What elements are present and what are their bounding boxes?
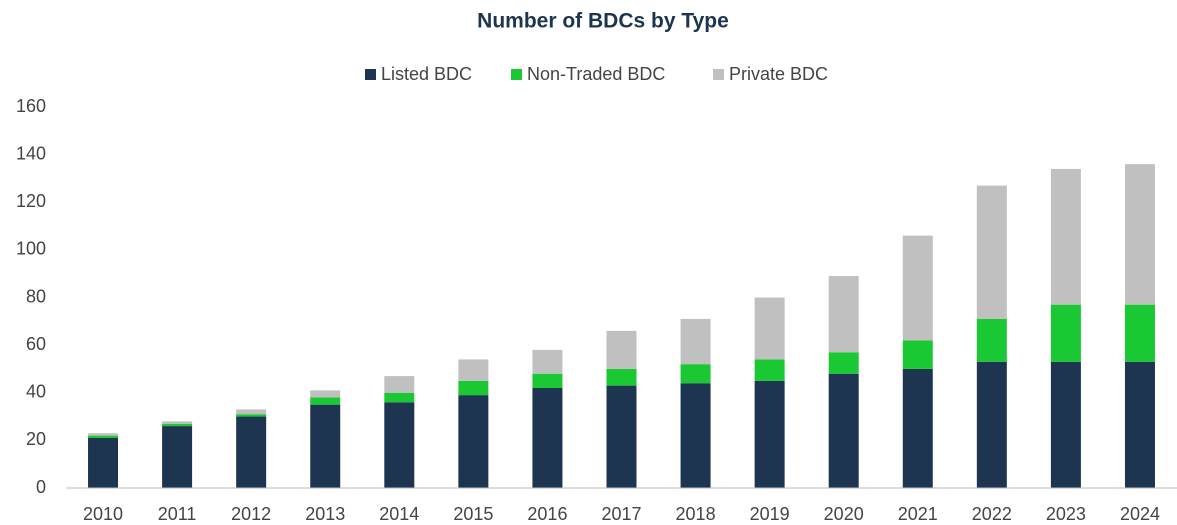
bar-segment [532,373,563,388]
x-tick-label: 2014 [379,504,419,524]
bar-segment [828,352,859,374]
legend-label: Listed BDC [381,64,472,84]
bar-segment [236,414,267,417]
bar-segment [458,380,489,396]
bar-segment [606,330,637,369]
bar-segment [754,297,785,360]
bar-segment [976,361,1007,488]
y-tick-label: 160 [16,96,46,116]
bar-segment [902,340,933,369]
bar-segment [88,435,119,438]
y-tick-label: 40 [26,382,46,402]
legend-label: Private BDC [729,64,828,84]
legend-swatch [365,69,376,80]
y-tick-label: 140 [16,143,46,163]
x-tick-label: 2013 [305,504,345,524]
bar-segment [384,402,415,488]
y-tick-label: 100 [16,239,46,259]
y-tick-label: 80 [26,286,46,306]
x-tick-label: 2016 [527,504,567,524]
bar-segment [1050,361,1081,488]
bar-segment [1124,304,1155,362]
x-tick-label: 2010 [83,504,123,524]
bar-segment [1124,361,1155,488]
bar-segment [532,349,563,374]
bar-segment [162,426,193,488]
bar-segment [680,318,711,365]
x-tick-label: 2012 [231,504,271,524]
chart-title: Number of BDCs by Type [477,10,729,33]
bar-segment [162,421,193,424]
bar-segment [236,416,267,488]
bar-segment [828,373,859,488]
bar-segment [680,364,711,384]
bar-segment [902,235,933,341]
bar-segment [754,359,785,381]
legend-swatch [713,69,724,80]
bar-segment [532,387,563,488]
bar-segment [310,404,341,488]
x-tick-label: 2017 [601,504,641,524]
x-tick-label: 2022 [972,504,1012,524]
x-tick-label: 2024 [1120,504,1160,524]
y-tick-label: 0 [36,477,46,497]
bar-segment [1124,164,1155,305]
bar-segment [606,385,637,488]
x-tick-label: 2011 [158,504,197,524]
bar-segment [754,380,785,488]
bar-segment [976,318,1007,362]
bar-segment [310,390,341,398]
x-tick-label: 2023 [1046,504,1086,524]
x-tick-label: 2015 [453,504,493,524]
x-tick-label: 2019 [750,504,790,524]
x-tick-label: 2021 [898,504,938,524]
bar-segment [1050,168,1081,305]
bar-segment [162,423,193,427]
bar-segment [384,376,415,393]
bar-segment [1050,304,1081,362]
y-tick-label: 60 [26,334,46,354]
bar-segment [902,368,933,488]
bar-segment [606,368,637,386]
bar-segment [458,359,489,381]
bar-segment [88,433,119,436]
x-tick-label: 2018 [676,504,716,524]
legend-label: Non-Traded BDC [527,64,665,84]
bar-segment [680,383,711,488]
y-tick-label: 20 [26,429,46,449]
bar-segment [88,437,119,488]
bar-segment [458,395,489,488]
bar-segment [310,397,341,405]
bar-segment [384,392,415,403]
legend-swatch [511,69,522,80]
bar-segment [828,276,859,353]
y-tick-label: 120 [16,191,46,211]
bar-segment [976,185,1007,319]
x-tick-label: 2020 [824,504,864,524]
bar-segment [236,409,267,415]
